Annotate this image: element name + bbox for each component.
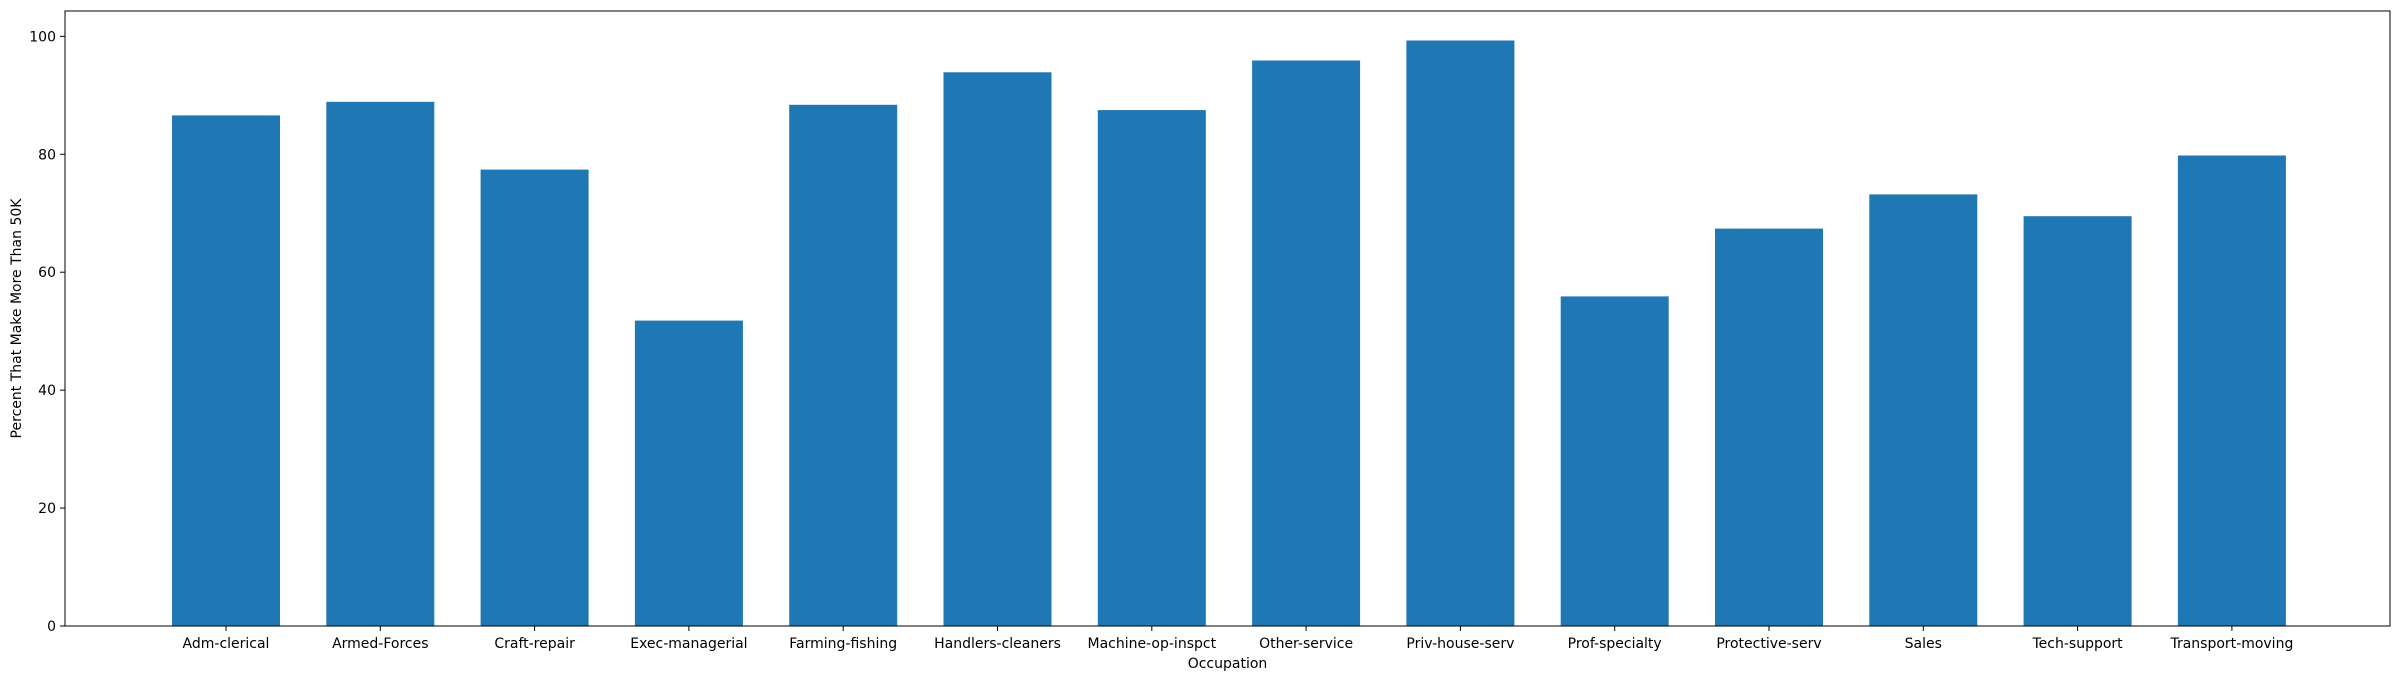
x-tick-label: Exec-managerial <box>630 636 747 652</box>
y-axis-ticks: 0 20 40 60 80 100 <box>29 29 65 635</box>
x-tick-label: Transport-moving <box>2169 636 2293 652</box>
bar-adm-clerical <box>172 115 280 627</box>
x-tick-label: Sales <box>1905 636 1942 652</box>
x-tick-label: Craft-repair <box>494 636 575 652</box>
bar-tech-support <box>2023 216 2132 626</box>
x-tick-label: Priv-house-serv <box>1406 636 1514 652</box>
bar-handlers-cleaners <box>943 72 1052 627</box>
bar-machine-op-inspct <box>1097 110 1206 627</box>
bar-farming-fishing <box>789 104 898 627</box>
x-tick-label: Adm-clerical <box>183 636 270 652</box>
bar-prof-specialty <box>1560 296 1669 626</box>
bar-priv-house-serv <box>1406 40 1515 626</box>
y-tick-label: 80 <box>38 147 56 163</box>
bars-group <box>172 40 2286 627</box>
x-tick-label: Farming-fishing <box>789 636 897 652</box>
y-tick-label: 20 <box>38 501 56 517</box>
x-tick-label: Other-service <box>1259 636 1353 652</box>
x-tick-label: Tech-support <box>2032 636 2124 652</box>
y-tick-label: 40 <box>38 383 56 399</box>
y-tick-label: 0 <box>47 619 56 635</box>
bar-other-service <box>1252 60 1361 626</box>
bar-sales <box>1869 194 1978 626</box>
y-tick-label: 60 <box>38 265 56 281</box>
x-tick-label: Handlers-cleaners <box>934 636 1061 652</box>
bar-transport-moving <box>2177 155 2286 626</box>
bar-exec-managerial <box>634 320 743 626</box>
bar-protective-serv <box>1715 228 1823 626</box>
x-tick-label: Machine-op-inspct <box>1088 636 1217 652</box>
x-tick-label: Protective-serv <box>1716 636 1821 652</box>
y-tick-label: 100 <box>29 29 56 45</box>
bar-craft-repair <box>480 169 589 626</box>
x-axis-label: Occupation <box>1188 656 1268 672</box>
y-axis-label: Percent That Make More Than 50K <box>9 198 25 439</box>
x-axis-ticks: Adm-clerical Armed-Forces Craft-repair Exec… <box>183 626 2293 652</box>
x-tick-label: Armed-Forces <box>332 636 428 652</box>
x-tick-label: Prof-specialty <box>1568 636 1662 652</box>
plot-frame <box>64 10 2391 627</box>
bar-armed-forces <box>326 101 435 627</box>
